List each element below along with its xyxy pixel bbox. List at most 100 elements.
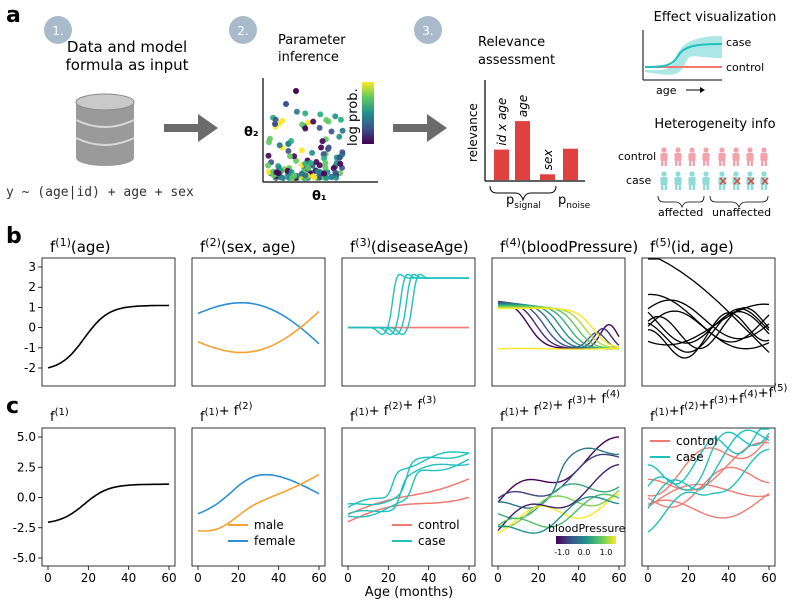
theta2-label: θ₂ — [244, 125, 259, 140]
relevance-bar — [515, 121, 530, 180]
person-icon — [747, 171, 753, 177]
relevance-bar-label: id x age — [495, 98, 509, 146]
c5-individual-curve — [647, 431, 770, 491]
panel-c-frame — [341, 427, 476, 567]
f5-individual-curve — [647, 308, 770, 353]
person-icon — [747, 184, 750, 190]
c5-individual-curve — [647, 466, 770, 508]
scatter-point — [332, 169, 339, 176]
f5-individual-curve — [647, 307, 770, 350]
panel-c-x-tick: 40 — [571, 571, 586, 585]
scatter-point — [325, 146, 331, 152]
f2-male-curve — [197, 310, 320, 354]
person-icon — [703, 160, 706, 166]
panel-b-y-tick: -1 — [24, 341, 36, 355]
database-icon — [75, 93, 135, 166]
f2-female-curve — [197, 302, 320, 345]
scatter-point — [291, 153, 298, 160]
scatter-point — [265, 169, 272, 175]
scatter-point — [285, 148, 292, 154]
scatter-point — [298, 147, 305, 154]
effect-age-label: age — [656, 84, 677, 97]
panel-b-y-tick: -2 — [24, 361, 36, 375]
close-icon: × — [746, 174, 756, 188]
c4-bloodpressure-curve — [497, 496, 620, 534]
scatter-point — [322, 164, 329, 171]
arrow-right-icon — [164, 114, 218, 142]
c4-bloodpressure-curve — [497, 489, 620, 528]
f5-individual-curve — [648, 258, 770, 353]
panel-c-y-tick: 2.5 — [17, 460, 36, 474]
person-icon — [675, 171, 681, 177]
signal-brace — [489, 185, 557, 202]
c4-bloodpressure-curve — [497, 447, 620, 509]
person-icon — [750, 160, 753, 166]
person-icon — [718, 153, 726, 161]
c5-individual-curve — [647, 448, 770, 533]
c5-individual-curve — [647, 492, 770, 519]
panel-b-frame — [191, 257, 326, 387]
c2-female-curve — [197, 473, 320, 515]
close-icon: × — [718, 174, 728, 188]
panel-c-title: f(1)+ f(2) — [200, 401, 253, 425]
person-icon — [764, 184, 767, 190]
panel-c-title: f(1)+ f(2)+ f(3)+ f(4) — [500, 389, 620, 425]
scatter-point — [302, 172, 309, 179]
scatter-point — [317, 111, 324, 118]
relevance-bar-label: sex — [541, 149, 555, 171]
close-icon: × — [760, 174, 770, 188]
scatter-point — [333, 174, 340, 181]
c3-control-curve — [347, 496, 470, 523]
c4-bloodpressure-curve — [497, 463, 620, 531]
close-icon: × — [732, 174, 742, 188]
panel-b-title: f(2)(sex, age) — [200, 236, 296, 256]
panel-c-x-tick: 20 — [531, 571, 546, 585]
person-icon — [661, 160, 664, 166]
person-icon — [718, 177, 726, 185]
c4-bloodpressure-curve — [497, 493, 620, 528]
person-icon — [678, 160, 681, 166]
scatter-point — [307, 159, 314, 166]
person-icon — [664, 184, 667, 190]
person-icon — [675, 184, 678, 190]
panel-c-label: c — [6, 394, 19, 419]
effect-visualization-title: Effect visualization — [654, 10, 777, 25]
person-icon — [689, 147, 695, 153]
log-prob-colorbar — [362, 82, 374, 144]
scatter-point — [302, 125, 309, 132]
c4-bloodpressure-curve — [497, 436, 620, 503]
panel-c-frame — [491, 427, 626, 567]
person-icon — [736, 160, 739, 166]
panel-c-x-tick: 60 — [311, 571, 326, 585]
person-icon — [689, 184, 692, 190]
scatter-point — [316, 162, 323, 169]
person-icon — [733, 147, 739, 153]
person-icon — [747, 147, 753, 153]
person-icon — [764, 160, 767, 166]
p-noise-label: pnoise — [558, 193, 591, 211]
panel-c-x-tick: 40 — [721, 571, 736, 585]
scatter-point — [265, 152, 272, 159]
person-icon — [664, 160, 667, 166]
panel-c-x-tick: 0 — [494, 571, 502, 585]
scatter-point — [309, 149, 316, 156]
scatter-point — [285, 141, 292, 147]
person-icon — [660, 177, 668, 185]
person-icon — [675, 147, 681, 153]
legend-female-label: female — [254, 534, 295, 548]
relevance-bar — [563, 148, 578, 181]
f5-individual-curve — [647, 312, 770, 359]
person-icon — [674, 177, 682, 185]
c3-case-curve — [347, 458, 470, 518]
panel-b-frame — [41, 257, 176, 387]
f5-individual-curve — [647, 303, 770, 346]
person-icon — [761, 184, 764, 190]
scatter-point — [279, 117, 286, 124]
person-icon — [722, 184, 725, 190]
person-icon — [661, 184, 664, 190]
scatter-point — [316, 124, 323, 131]
person-icon — [722, 160, 725, 166]
c3-control-curve — [347, 478, 470, 516]
scatter-point — [276, 142, 283, 149]
